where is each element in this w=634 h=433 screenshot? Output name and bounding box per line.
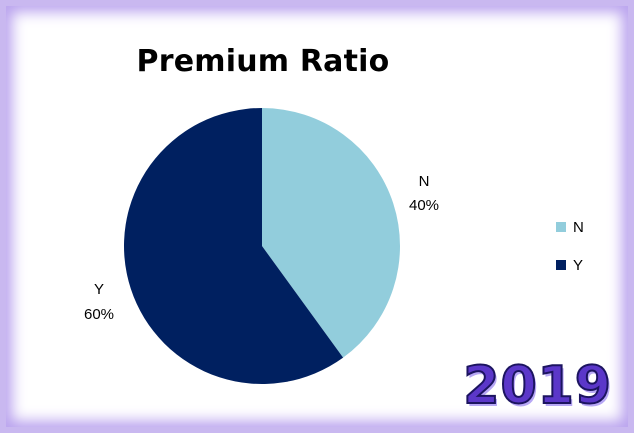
legend-swatch-y — [556, 260, 566, 270]
legend-item-y: Y — [556, 256, 584, 274]
slice-label-n: N — [419, 173, 430, 190]
legend-swatch-n — [556, 222, 566, 232]
chart-title: Premium Ratio — [136, 44, 390, 79]
year-badge: 2019 — [462, 355, 612, 417]
legend-item-n: N — [556, 218, 584, 236]
slice-label-y: Y — [94, 281, 104, 298]
legend-label-y: Y — [573, 256, 584, 274]
chart-legend: N Y — [556, 218, 584, 294]
slice-percent-y: 60% — [84, 306, 114, 323]
slice-percent-n: 40% — [409, 197, 439, 214]
legend-label-n: N — [573, 218, 584, 236]
pie-slice-y — [124, 108, 344, 385]
pie-slice-n — [262, 108, 400, 358]
